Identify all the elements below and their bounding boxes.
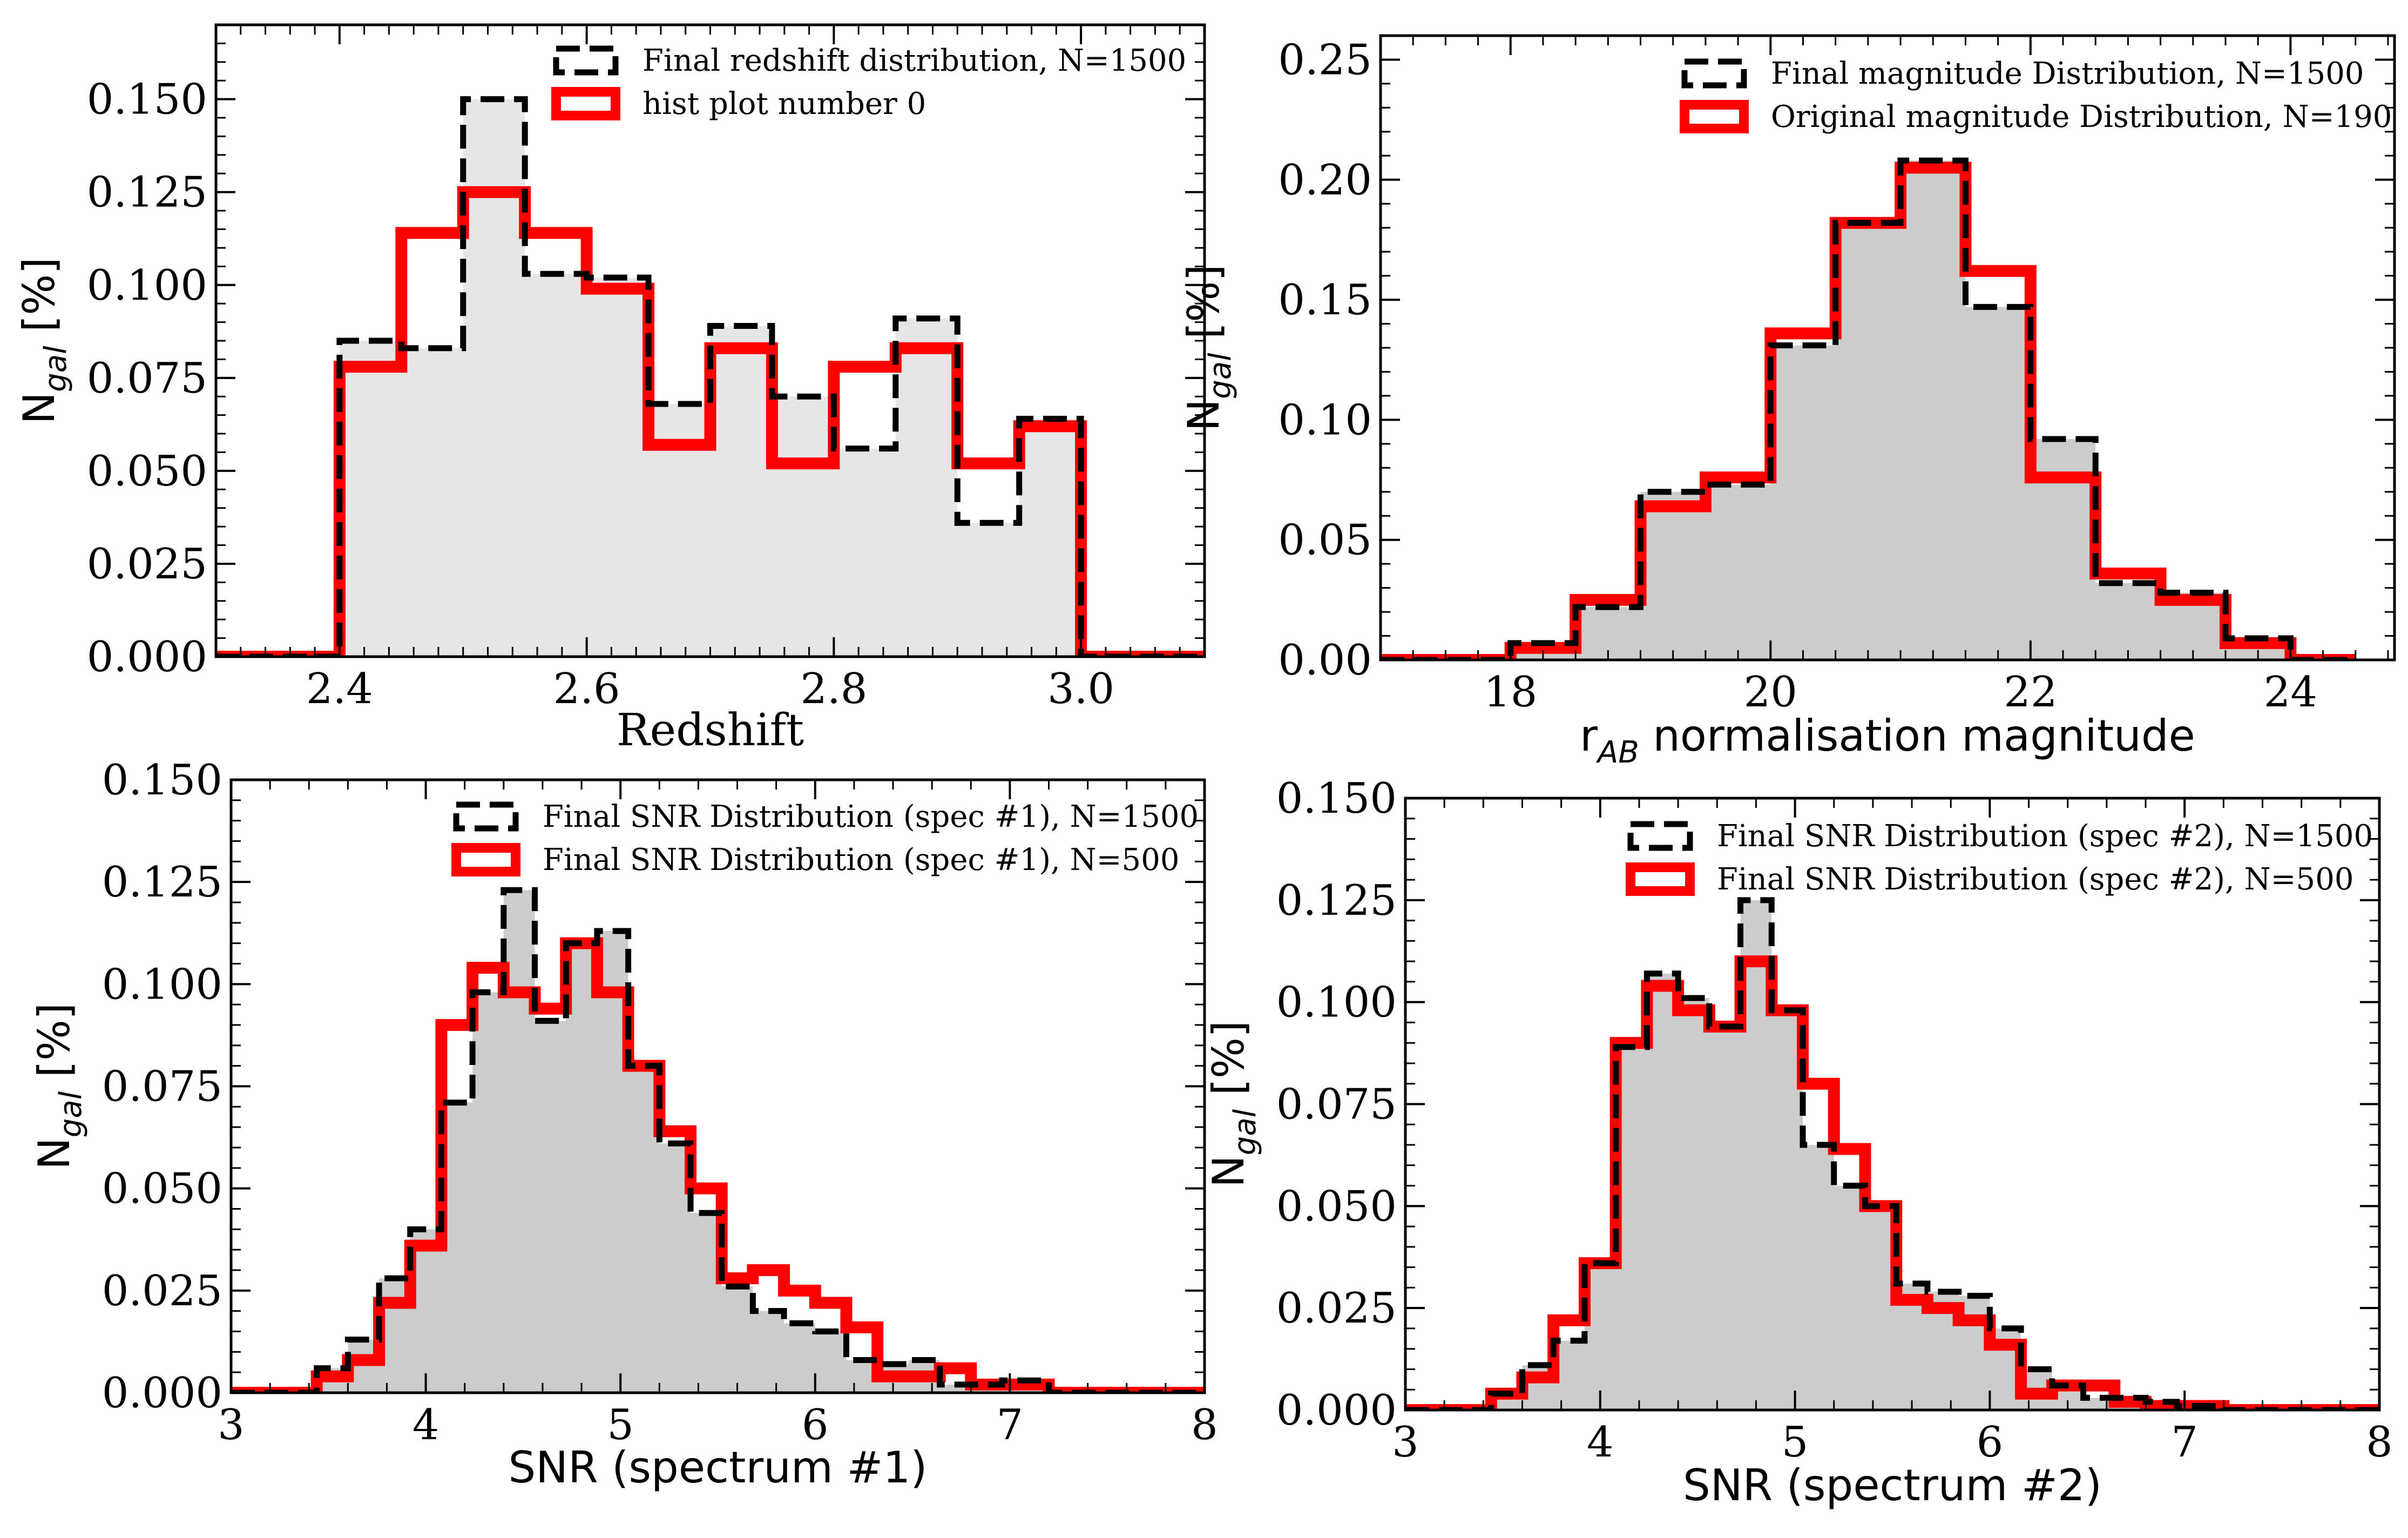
legend-swatch-dashed — [453, 801, 519, 832]
y-tick-label: 0.150 — [1276, 774, 1397, 823]
x-tick-label: 3 — [218, 1401, 245, 1449]
legend-swatch-dashed — [1627, 821, 1693, 851]
y-tick-label: 0.100 — [102, 960, 222, 1009]
x-tick-label: 7 — [2171, 1418, 2198, 1467]
histogram-fill — [1381, 160, 2356, 660]
y-tick-label: 0.25 — [1278, 36, 1372, 84]
legend: Final SNR Distribution (spec #1), N=1500… — [451, 799, 1199, 878]
y-axis-label: Ngal [%] — [1203, 1021, 1263, 1188]
x-tick-label: 6 — [802, 1401, 829, 1449]
y-tick-label: 0.125 — [1276, 876, 1397, 925]
y-tick-label: 0.100 — [1276, 979, 1397, 1027]
y-tick-label: 0.125 — [102, 858, 222, 907]
y-tick-label: 0.050 — [102, 1165, 222, 1213]
panel-1: 2.4 2.6 2.8 3.0 0.000 0.025 0.050 0.075 0.100 0.1… — [14, 23, 1206, 756]
black-dashed-histogram-series — [1405, 897, 2379, 1410]
x-tick-label: 4 — [412, 1401, 439, 1449]
legend: Final SNR Distribution (spec #2), N=1500… — [1626, 819, 2373, 897]
ticks — [230, 779, 1206, 1394]
x-tick-label: 2.4 — [306, 665, 373, 713]
x-axis-label: SNR (spectrum #1) — [509, 1442, 928, 1493]
x-tick-label: 2.8 — [800, 665, 867, 713]
y-tick-label: 0.025 — [102, 1267, 222, 1316]
y-tick-label: 0.15 — [1278, 276, 1372, 325]
y-tick-label: 0.050 — [87, 447, 207, 496]
panel-4: 3 4 5 6 7 8 0.000 0.025 0.050 0.075 0.100 0.125 0.15… — [1203, 774, 2393, 1510]
x-tick-label: 2.6 — [553, 665, 620, 713]
x-tick-label: 24 — [2264, 668, 2317, 717]
legend-swatch-dashed — [1681, 58, 1747, 89]
legend-label: Final magnitude Distribution, N=1500 — [1771, 56, 2364, 91]
y-tick-label: 0.100 — [87, 261, 207, 310]
legend-label: Final SNR Distribution (spec #2), N=500 — [1717, 862, 2353, 897]
y-tick-label: 0.150 — [87, 76, 207, 124]
y-tick-label: 0.000 — [1276, 1386, 1397, 1435]
legend-swatch-red — [1680, 100, 1749, 133]
y-axis-label: Ngal [%] — [14, 257, 73, 424]
plot-area — [216, 96, 1205, 657]
y-tick-label: 0.050 — [1276, 1182, 1397, 1231]
ticks — [215, 24, 1206, 658]
x-axis-label: Redshift — [617, 705, 804, 756]
plot-area — [1381, 157, 2356, 660]
x-tick-label: 3.0 — [1047, 665, 1114, 713]
x-tick-label: 4 — [1587, 1418, 1614, 1467]
y-tick-label: 0.150 — [102, 756, 222, 805]
black-dashed-histogram-series — [216, 96, 1205, 657]
black-dashed-histogram-series — [1381, 157, 2356, 660]
x-tick-label: 6 — [1977, 1418, 2004, 1467]
panel-2: 18 20 22 24 0.00 0.05 0.10 0.15 0.20 0.25 rAB norm… — [1179, 34, 2396, 770]
legend-swatch-red — [551, 87, 620, 120]
black-dashed-histogram-series — [231, 887, 1205, 1393]
legend-label: Final SNR Distribution (spec #2), N=1500 — [1717, 819, 2373, 854]
x-axis-label: SNR (spectrum #2) — [1683, 1460, 2102, 1510]
legend: Final magnitude Distribution, N=1500 Orig… — [1680, 56, 2392, 134]
y-tick-label: 0.10 — [1278, 396, 1372, 444]
x-tick-label: 5 — [607, 1401, 634, 1449]
y-axis-label: Ngal [%] — [1179, 264, 1238, 431]
y-tick-label: 0.075 — [1276, 1081, 1397, 1129]
ticks — [1379, 35, 2395, 661]
legend-label: Final SNR Distribution (spec #1), N=1500 — [543, 799, 1199, 834]
y-tick-label: 0.025 — [1276, 1284, 1397, 1333]
x-tick-label: 5 — [1782, 1418, 1809, 1467]
legend: Final redshift distribution, N=1500 hist … — [551, 43, 1186, 122]
x-tick-label: 7 — [997, 1401, 1024, 1449]
y-tick-label: 0.075 — [102, 1063, 222, 1111]
legend-label: Original magnitude Distribution, N=190 — [1771, 99, 2392, 134]
x-tick-label: 18 — [1484, 668, 1537, 717]
x-tick-label: 22 — [2004, 668, 2057, 717]
x-tick-label: 8 — [1191, 1401, 1218, 1449]
plot-area — [231, 887, 1205, 1393]
y-tick-label: 0.000 — [102, 1369, 222, 1418]
panel-3: 3 4 5 6 7 8 0.000 0.025 0.050 0.075 0.100 0.125 0.15… — [29, 756, 1218, 1493]
y-tick-label: 0.00 — [1278, 636, 1372, 685]
y-axis-label: Ngal [%] — [29, 1003, 89, 1170]
plot-area — [1405, 897, 2379, 1410]
x-axis-label: rAB normalisation magnitude — [1580, 711, 2195, 770]
y-tick-label: 0.05 — [1278, 516, 1372, 565]
y-tick-label: 0.000 — [87, 633, 207, 682]
legend-swatch-dashed — [553, 45, 619, 76]
legend-label: hist plot number 0 — [642, 86, 926, 122]
legend-swatch-red — [1626, 862, 1695, 896]
x-tick-label: 20 — [1744, 668, 1797, 717]
legend-label: Final SNR Distribution (spec #1), N=500 — [543, 842, 1179, 878]
y-tick-label: 0.125 — [87, 168, 207, 217]
x-tick-label: 3 — [1392, 1418, 1419, 1467]
y-tick-label: 0.20 — [1278, 156, 1372, 205]
legend-swatch-red — [451, 843, 520, 876]
x-tick-label: 8 — [2366, 1418, 2393, 1467]
legend-label: Final redshift distribution, N=1500 — [642, 43, 1186, 78]
ticks — [1404, 797, 2380, 1411]
y-tick-label: 0.075 — [87, 354, 207, 403]
y-tick-label: 0.025 — [87, 540, 207, 589]
